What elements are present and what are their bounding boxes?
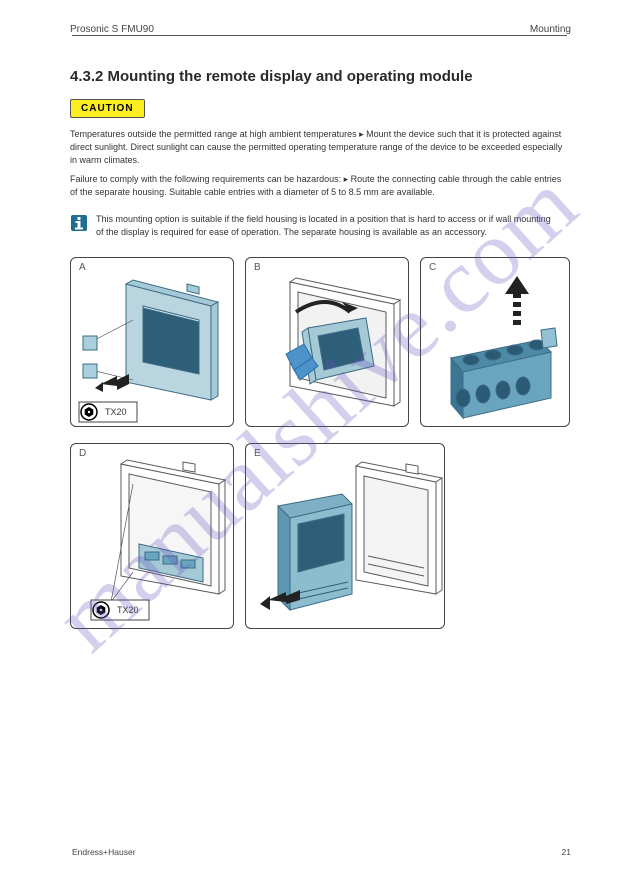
info-text: This mounting option is suitable if the …	[96, 213, 556, 239]
caution-paragraph-1: Temperatures outside the permitted range…	[70, 128, 565, 167]
diagram-panel-a: A	[70, 257, 234, 427]
diagram-panel-d: D	[70, 443, 234, 629]
panel-a-torx-label: TX20	[105, 407, 127, 417]
diagram-panel-e: E	[245, 443, 445, 629]
page-header: Prosonic S FMU90 Mounting	[70, 24, 571, 35]
footer-page-number: 21	[562, 847, 571, 857]
panel-d-torx-label: TX20	[117, 605, 139, 615]
page-footer: Endress+Hauser 21	[72, 847, 571, 857]
header-title-left: Prosonic S FMU90	[70, 24, 154, 35]
caution-paragraph-2: Failure to comply with the following req…	[70, 173, 565, 199]
footer-left: Endress+Hauser	[72, 847, 136, 857]
header-rule	[72, 35, 567, 36]
info-icon	[70, 214, 88, 237]
diagram-panel-b: B	[245, 257, 409, 427]
caution-badge: CAUTION	[70, 99, 145, 118]
diagram-area: A	[70, 257, 580, 647]
section-title: 4.3.2 Mounting the remote display and op…	[70, 68, 571, 85]
header-title-right: Mounting	[530, 24, 571, 35]
info-callout: This mounting option is suitable if the …	[70, 213, 571, 239]
diagram-panel-c: C	[420, 257, 570, 427]
